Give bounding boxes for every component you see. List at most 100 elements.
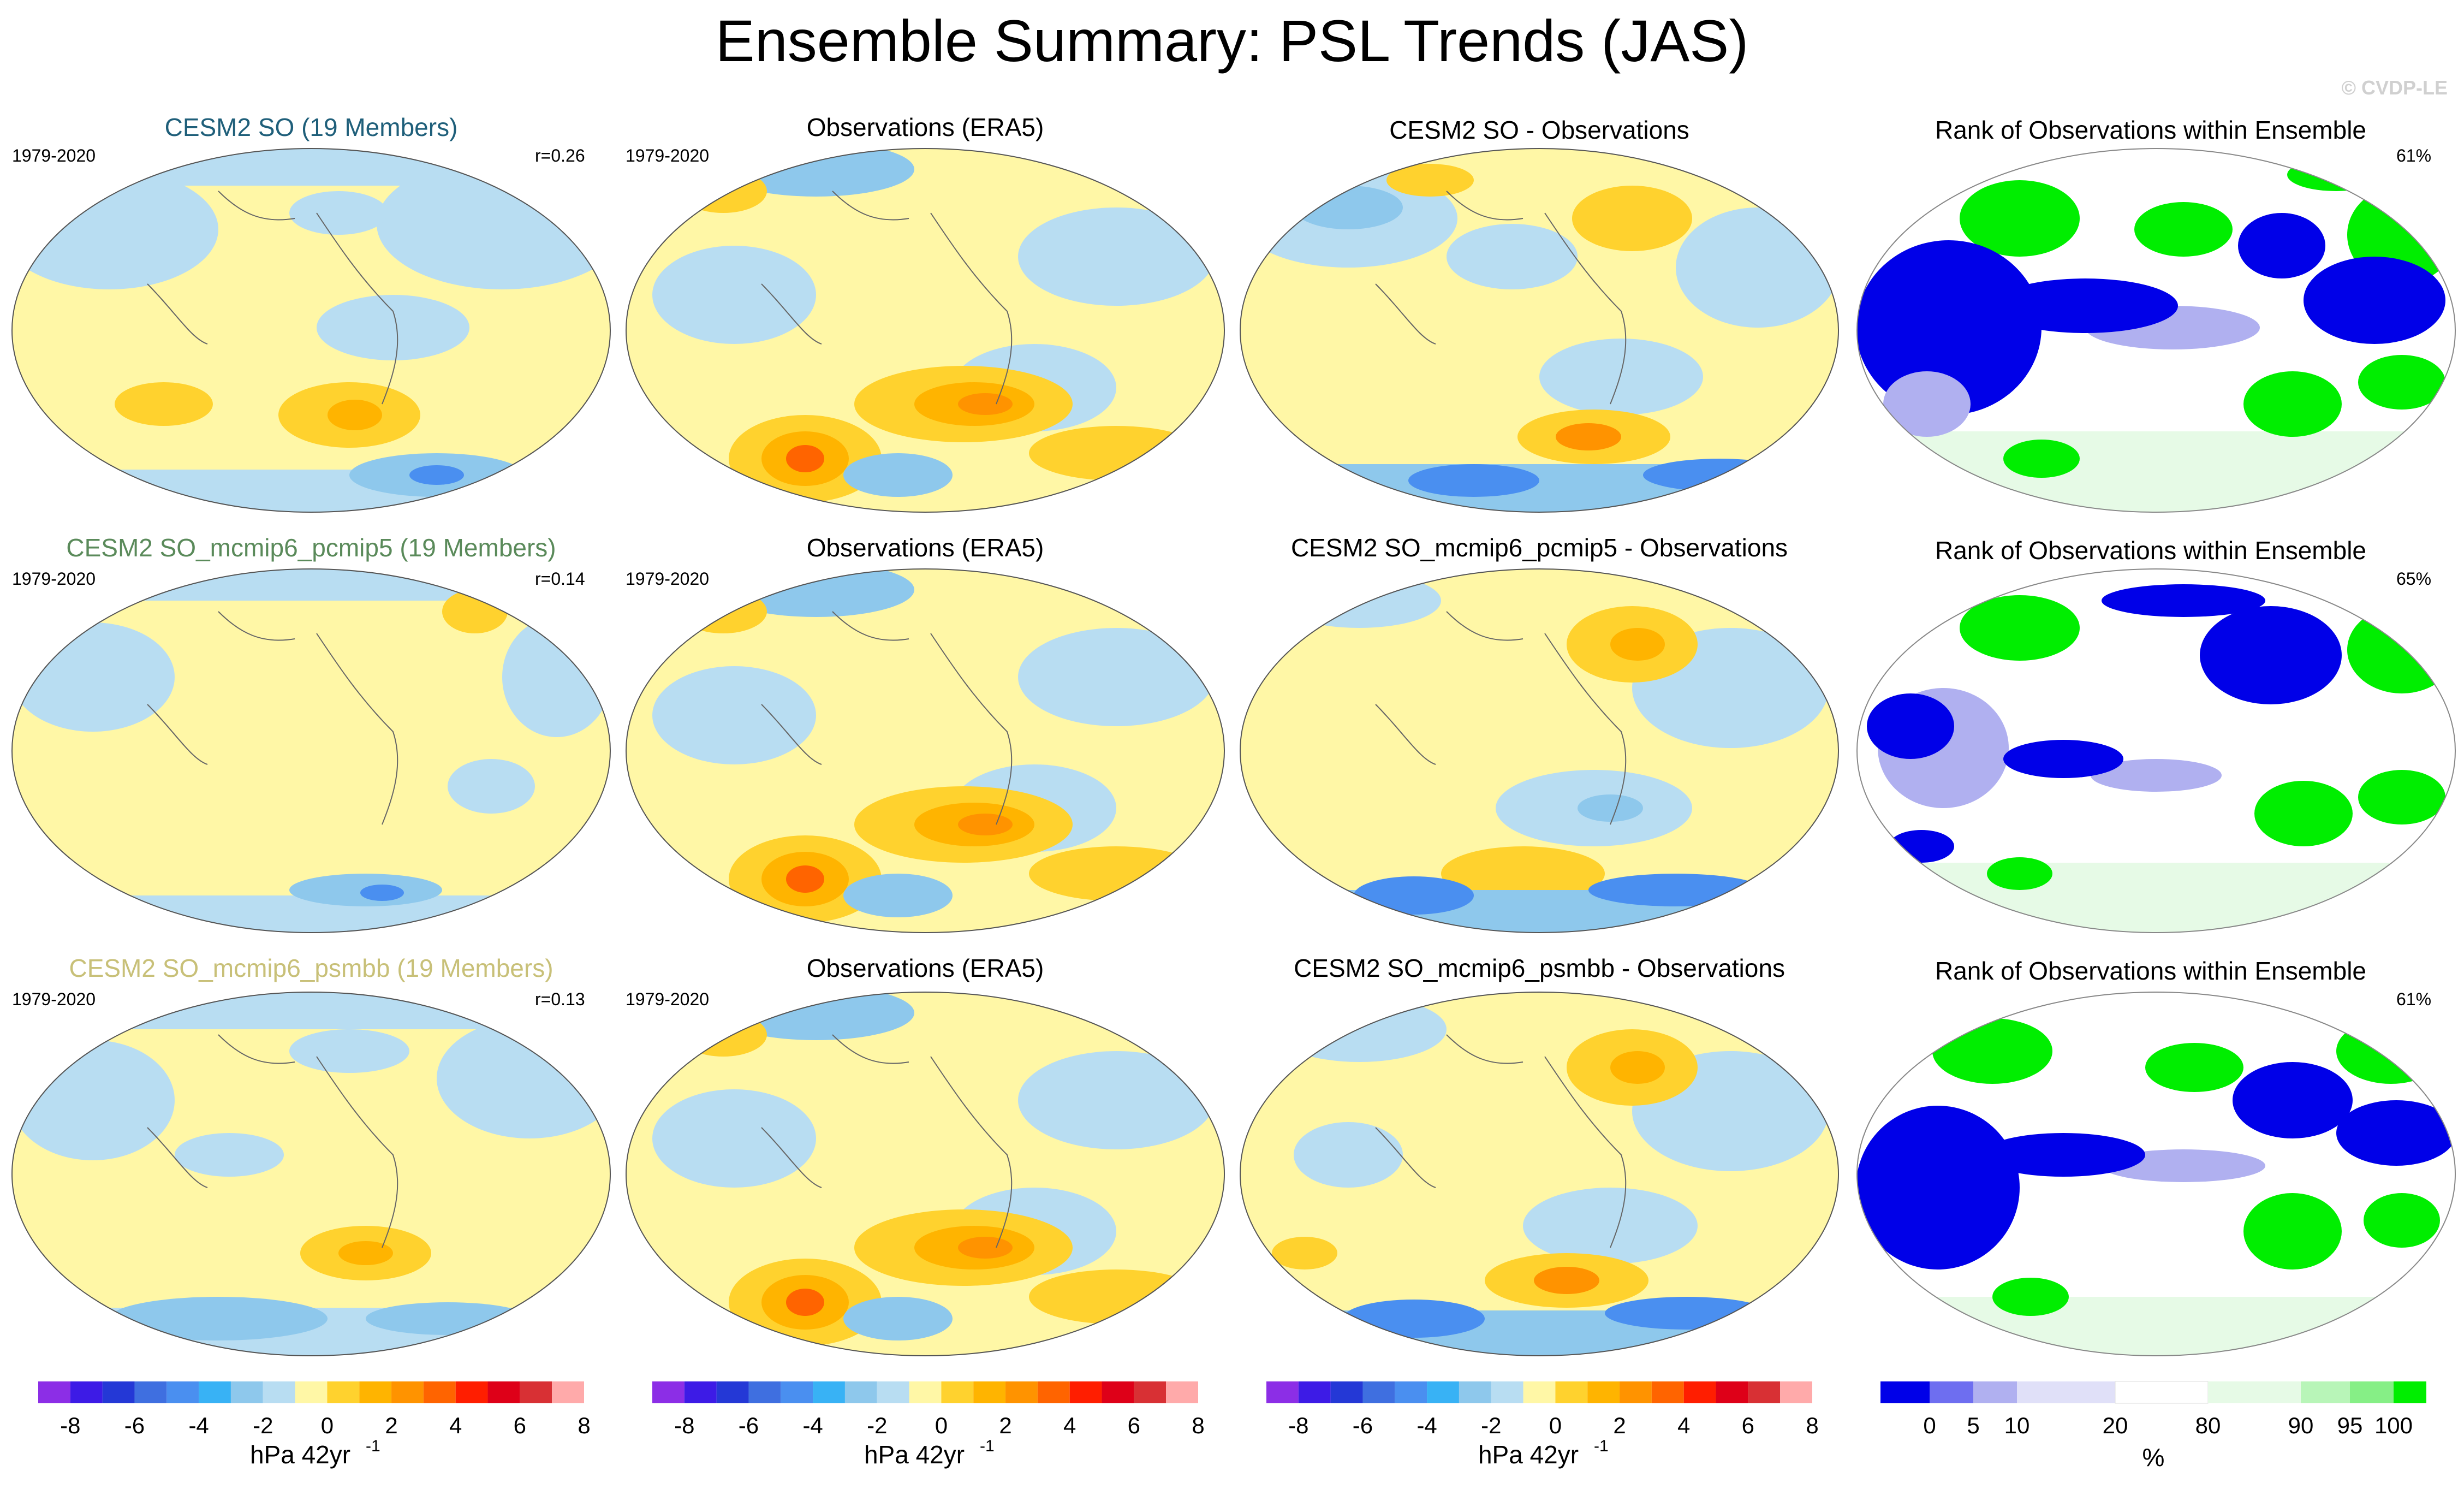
row2-model-trend-map (11, 568, 611, 933)
colorbar-tick-label: -4 (1416, 1413, 1437, 1438)
rank-colorbar: 0 5 10 20 80 90 95 100% (1880, 1381, 2426, 1472)
colorbar-tick-label: 2 (999, 1413, 1011, 1438)
row1-model-period: 1979-2020 (12, 146, 96, 165)
row2-diff-trend-map (1240, 568, 1839, 933)
colorbar-units-label: % (2142, 1443, 2165, 1472)
colorbar-swatch (1134, 1381, 1166, 1403)
row2-model-period: 1979-2020 (12, 569, 96, 589)
row2-model-r: r=0.14 (535, 569, 585, 589)
colorbar-swatch (1620, 1381, 1652, 1403)
colorbar-tick-label: 100 (2374, 1413, 2413, 1438)
row3-rank-percent: 61% (2396, 989, 2432, 1009)
row3-diff-trend-map (1240, 992, 1839, 1356)
colorbar-swatch (941, 1381, 974, 1403)
colorbar-swatch (1651, 1381, 1684, 1403)
colorbar-swatch (2301, 1381, 2350, 1403)
colorbar-tick-label: 4 (1677, 1413, 1690, 1438)
colorbar-units-exponent: -1 (980, 1437, 995, 1455)
colorbar-swatch (909, 1381, 942, 1403)
colorbar-swatch (2394, 1381, 2426, 1403)
colorbar-swatch (1523, 1381, 1556, 1403)
colorbar-tick-label: 80 (2195, 1413, 2221, 1438)
row2-diff-title: CESM2 SO_mcmip6_pcmip5 - Observations (1290, 533, 1788, 562)
colorbar-swatch (2208, 1381, 2301, 1403)
colorbar-swatch (552, 1381, 584, 1403)
colorbar-swatch (1587, 1381, 1620, 1403)
colorbar-swatch (748, 1381, 781, 1403)
colorbar-swatch (1266, 1381, 1299, 1403)
colorbar-tick-label: 0 (1923, 1413, 1936, 1438)
colorbar-swatch (1427, 1381, 1459, 1403)
colorbar-tick-label: 2 (1613, 1413, 1626, 1438)
row3-model-period: 1979-2020 (12, 989, 96, 1009)
credit-watermark: © CVDP-LE (2341, 76, 2448, 99)
trend-colorbar-1: -8 -6 -4 -2 0 2 4 6 8 hPa 42yr -1 (38, 1381, 591, 1469)
colorbar-swatch (1748, 1381, 1781, 1403)
colorbar-units-exponent: -1 (366, 1437, 380, 1455)
colorbar-tick-label: -6 (739, 1413, 759, 1438)
row1-model-trend-map (11, 148, 611, 513)
colorbar-tick-label: -4 (188, 1413, 209, 1438)
colorbar-swatch (134, 1381, 167, 1403)
row2-model-title: CESM2 SO_mcmip6_pcmip5 (19 Members) (66, 533, 556, 562)
colorbar-swatch (781, 1381, 813, 1403)
row1-diff-trend-map (1240, 148, 1839, 513)
colorbar-swatch (652, 1381, 685, 1403)
colorbar-tick-label: 0 (321, 1413, 334, 1438)
colorbar-swatch (520, 1381, 552, 1403)
colorbar-tick-label: 6 (1128, 1413, 1140, 1438)
colorbar-swatch (1491, 1381, 1523, 1403)
colorbar-swatch (38, 1381, 70, 1403)
colorbar-swatch (813, 1381, 845, 1403)
colorbar-tick-label: -8 (674, 1413, 694, 1438)
colorbar-swatch (716, 1381, 749, 1403)
colorbar-tick-label: 6 (514, 1413, 526, 1438)
row1-rank-title: Rank of Observations within Ensemble (1935, 116, 2367, 144)
row1-rank-map (1856, 148, 2456, 513)
colorbar-units-label: hPa 42yr (864, 1440, 965, 1469)
colorbar-units-exponent: -1 (1594, 1437, 1609, 1455)
colorbar-units-label: hPa 42yr (250, 1440, 350, 1469)
row1-obs-period: 1979-2020 (626, 146, 710, 165)
colorbar-tick-label: 8 (1806, 1413, 1818, 1438)
figure-title: Ensemble Summary: PSL Trends (JAS) (715, 8, 1749, 74)
colorbar-swatch (391, 1381, 424, 1403)
colorbar-swatch (844, 1381, 877, 1403)
colorbar-swatch (1459, 1381, 1491, 1403)
colorbar-tick-label: 2 (385, 1413, 397, 1438)
row1-model-r: r=0.26 (535, 146, 585, 165)
colorbar-swatch (1973, 1381, 2017, 1403)
row1-model-title: CESM2 SO (19 Members) (164, 113, 458, 141)
colorbar-swatch (1780, 1381, 1812, 1403)
row1-obs-trend-map (626, 148, 1225, 513)
colorbar-tick-label: -2 (867, 1413, 887, 1438)
row2-obs-title: Observations (ERA5) (806, 533, 1044, 562)
colorbar-tick-label: 6 (1742, 1413, 1754, 1438)
row1-rank-percent: 61% (2396, 146, 2432, 165)
colorbar-tick-label: -6 (124, 1413, 145, 1438)
colorbar-swatch (1102, 1381, 1134, 1403)
colorbar-swatch (1298, 1381, 1331, 1403)
colorbar-tick-label: 90 (2288, 1413, 2314, 1438)
colorbar-tick-label: 8 (578, 1413, 590, 1438)
colorbar-swatch (1069, 1381, 1102, 1403)
colorbar-swatch (2350, 1381, 2394, 1403)
row3-diff-title: CESM2 SO_mcmip6_psmbb - Observations (1294, 954, 1785, 982)
row2-obs-period: 1979-2020 (626, 569, 710, 589)
colorbar-swatch (423, 1381, 456, 1403)
colorbar-tick-label: -8 (1288, 1413, 1308, 1438)
colorbar-swatch (1037, 1381, 1070, 1403)
colorbar-swatch (455, 1381, 488, 1403)
colorbar-tick-label: -2 (253, 1413, 273, 1438)
colorbar-swatch (359, 1381, 392, 1403)
colorbar-swatch (1683, 1381, 1716, 1403)
colorbar-tick-label: 4 (449, 1413, 462, 1438)
colorbar-swatch (1005, 1381, 1038, 1403)
colorbar-swatch (973, 1381, 1006, 1403)
row3-model-title: CESM2 SO_mcmip6_psmbb (19 Members) (69, 954, 553, 982)
colorbar-tick-label: -4 (802, 1413, 823, 1438)
colorbar-tick-label: 4 (1063, 1413, 1076, 1438)
colorbar-tick-label: -2 (1481, 1413, 1501, 1438)
trend-colorbar-3: -8 -6 -4 -2 0 2 4 6 8 hPa 42yr -1 (1266, 1381, 1819, 1469)
colorbar-swatch (2115, 1381, 2209, 1404)
